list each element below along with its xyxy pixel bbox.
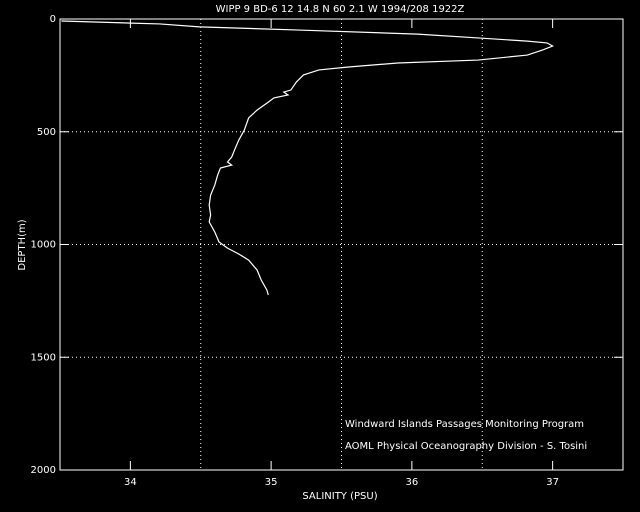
y-tick-label: 1000 [31, 240, 56, 251]
x-tick-label: 37 [546, 477, 559, 488]
x-axis-label: SALINITY (PSU) [302, 491, 377, 502]
x-tick-label: 34 [124, 477, 137, 488]
x-tick-label: 35 [265, 477, 278, 488]
y-tick-label: 500 [37, 127, 56, 138]
y-axis-label: DEPTH(m) [17, 219, 28, 270]
annotation: AOML Physical Oceanography Division - S.… [345, 441, 587, 452]
y-tick-label: 0 [50, 14, 56, 25]
y-tick-label: 2000 [31, 465, 56, 476]
y-tick-label: 1500 [31, 352, 56, 363]
profile-line [61, 20, 555, 296]
x-tick-label: 36 [406, 477, 419, 488]
chart-title: WIPP 9 BD-6 12 14.8 N 60 2.1 W 1994/208 … [216, 4, 465, 15]
annotation: Windward Islands Passages Monitoring Pro… [345, 419, 584, 430]
